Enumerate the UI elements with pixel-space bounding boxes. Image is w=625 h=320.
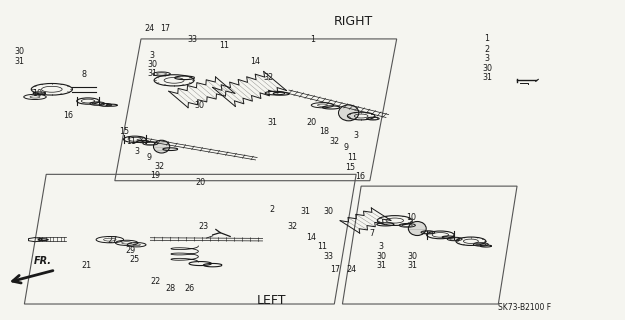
Text: 31: 31 — [482, 73, 492, 82]
Text: 18: 18 — [319, 127, 329, 136]
Text: 2: 2 — [484, 44, 489, 54]
Text: 30: 30 — [148, 60, 158, 69]
Text: 11: 11 — [318, 242, 328, 251]
Text: 32: 32 — [264, 73, 274, 82]
Text: 3: 3 — [379, 242, 384, 251]
Text: 22: 22 — [150, 276, 161, 285]
Text: 8: 8 — [81, 70, 86, 79]
Text: 30: 30 — [194, 101, 204, 110]
Text: 30: 30 — [376, 252, 386, 261]
Text: 28: 28 — [165, 284, 176, 292]
Text: 32: 32 — [330, 137, 340, 146]
Text: 9: 9 — [344, 143, 349, 152]
Text: 3: 3 — [150, 51, 155, 60]
Text: 30: 30 — [408, 252, 418, 261]
Text: 15: 15 — [345, 163, 355, 172]
Text: 3: 3 — [354, 131, 359, 140]
Text: 9: 9 — [146, 153, 152, 162]
Text: 17: 17 — [160, 24, 171, 33]
Text: 11: 11 — [348, 153, 358, 162]
Text: 17: 17 — [330, 265, 340, 275]
Text: 10: 10 — [406, 213, 416, 222]
Text: 30: 30 — [324, 207, 334, 216]
Text: 24: 24 — [346, 265, 356, 275]
Text: LEFT: LEFT — [258, 294, 287, 307]
Text: 31: 31 — [408, 261, 418, 270]
Text: 31: 31 — [148, 69, 158, 78]
Text: 11: 11 — [219, 41, 229, 51]
Text: 20: 20 — [195, 179, 205, 188]
Text: RIGHT: RIGHT — [333, 15, 372, 28]
Text: 31: 31 — [300, 207, 310, 216]
Text: 2: 2 — [269, 205, 274, 214]
Text: 31: 31 — [376, 261, 386, 270]
Text: 23: 23 — [198, 222, 208, 231]
Text: FR.: FR. — [34, 256, 52, 266]
Text: 1: 1 — [484, 35, 489, 44]
Text: 33: 33 — [324, 252, 334, 261]
Text: 16: 16 — [63, 111, 73, 120]
Text: 3: 3 — [134, 147, 139, 156]
Text: 19: 19 — [150, 172, 161, 180]
Text: 31: 31 — [14, 57, 24, 66]
Text: 24: 24 — [144, 24, 154, 33]
Text: 27: 27 — [108, 236, 118, 245]
Text: 10: 10 — [32, 89, 42, 98]
Text: 30: 30 — [482, 64, 492, 73]
Text: 32: 32 — [154, 162, 164, 171]
Text: 25: 25 — [129, 255, 140, 264]
Text: 3: 3 — [484, 54, 489, 63]
Text: 7: 7 — [370, 229, 375, 238]
Text: 20: 20 — [306, 118, 316, 127]
Text: 16: 16 — [355, 172, 365, 181]
Text: 31: 31 — [267, 118, 277, 127]
Text: 33: 33 — [188, 35, 198, 44]
Text: 15: 15 — [119, 127, 129, 136]
Text: 21: 21 — [82, 261, 92, 270]
Text: 26: 26 — [184, 284, 194, 292]
Text: 32: 32 — [288, 222, 298, 231]
Text: 14: 14 — [306, 233, 316, 242]
Text: 29: 29 — [125, 246, 136, 255]
Text: SK73-B2100 F: SK73-B2100 F — [498, 303, 551, 312]
Text: 11: 11 — [127, 137, 137, 146]
Text: 14: 14 — [250, 57, 260, 66]
Text: 1: 1 — [310, 35, 315, 44]
Text: 30: 30 — [14, 47, 24, 56]
